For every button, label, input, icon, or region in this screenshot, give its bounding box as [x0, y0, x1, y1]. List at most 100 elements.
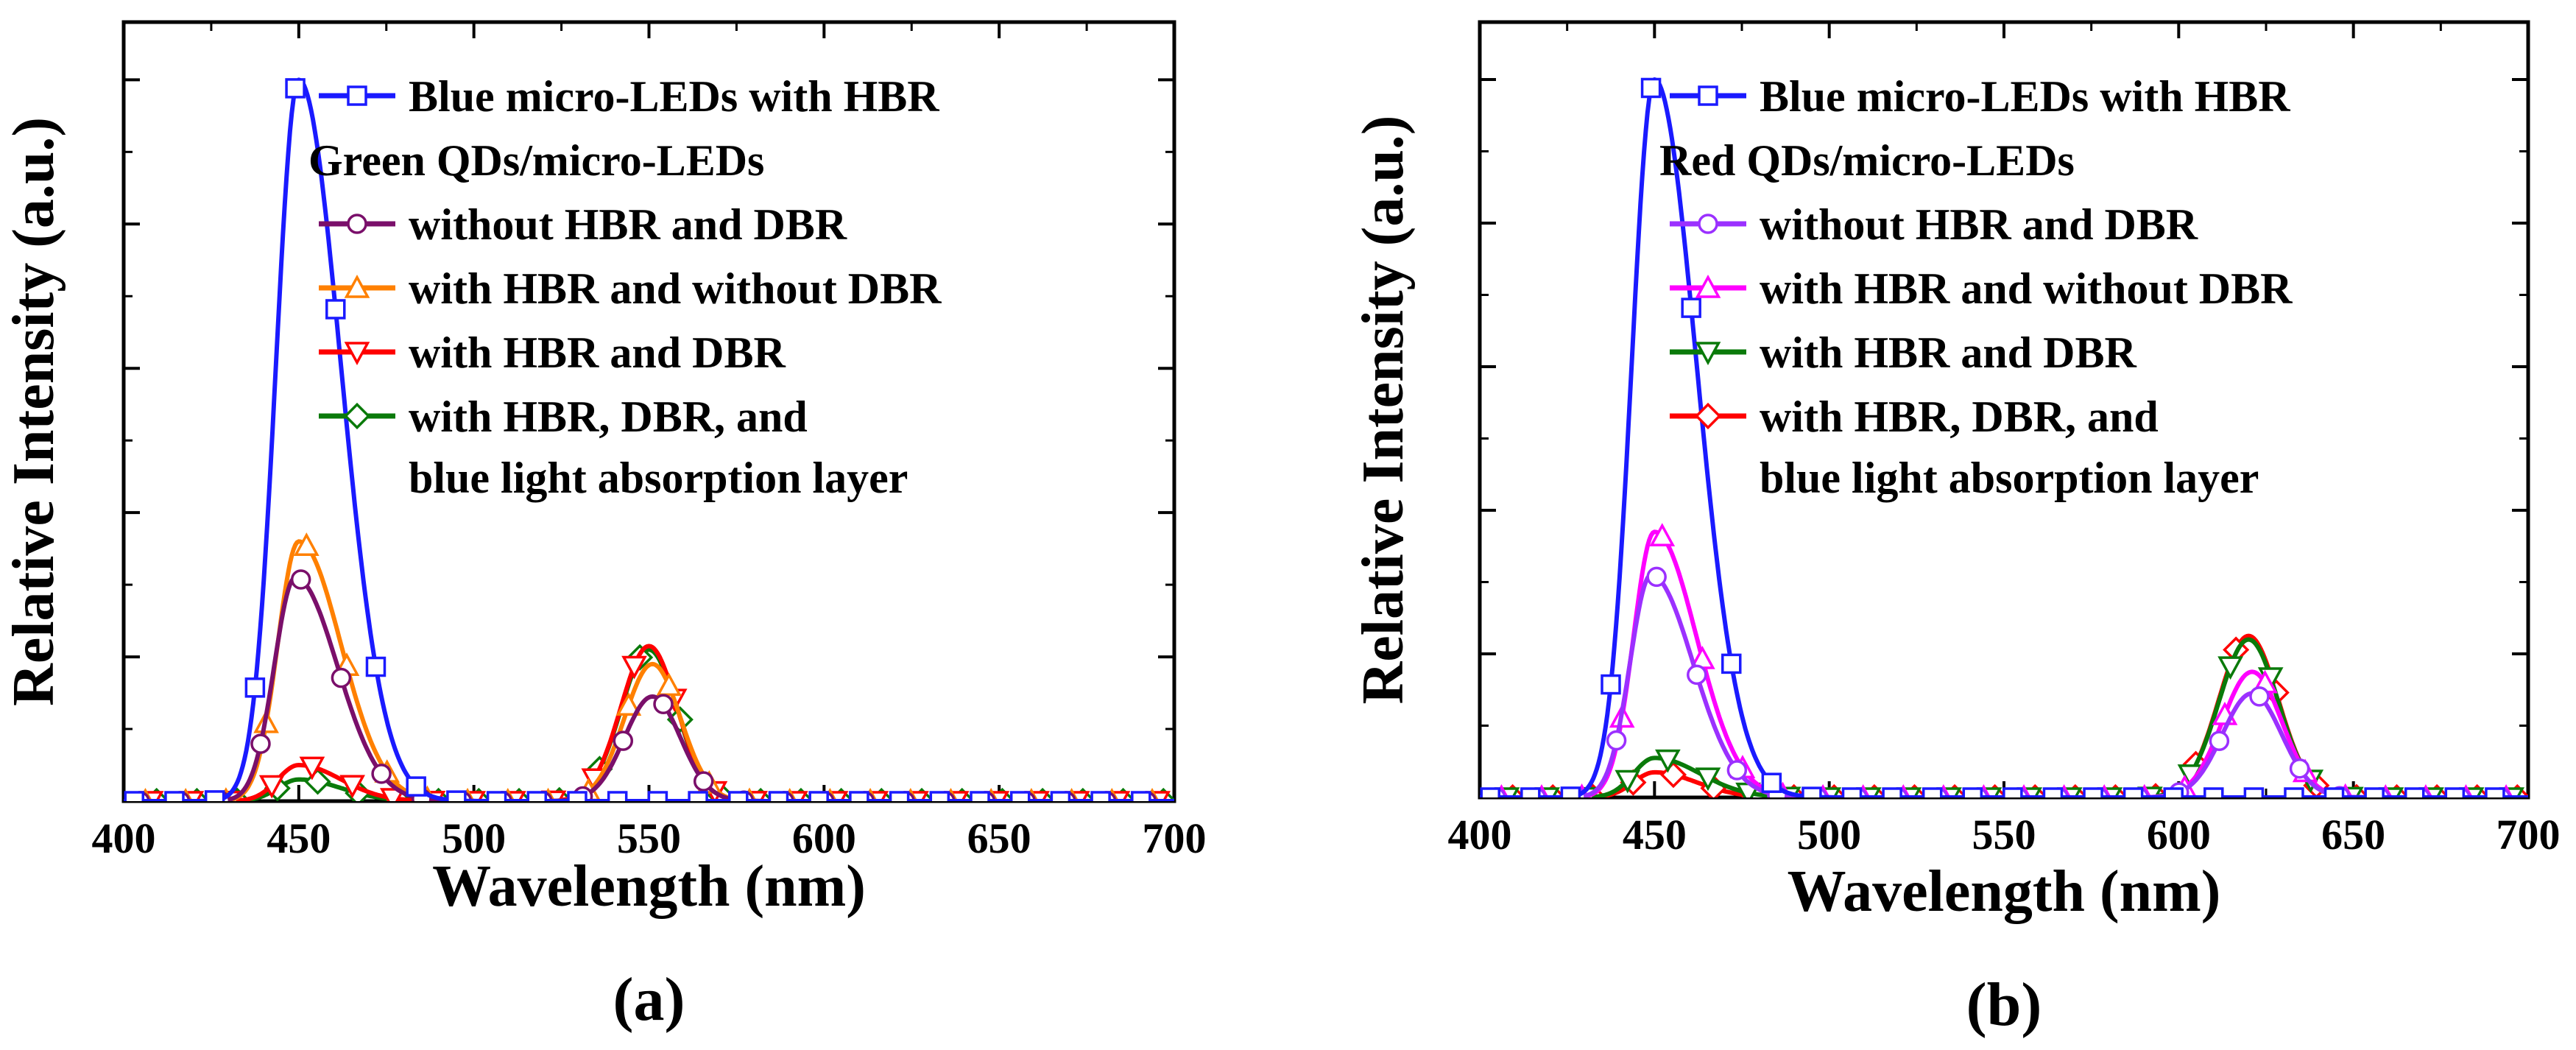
data-point — [2217, 656, 2243, 680]
data-point — [1050, 791, 1071, 801]
x-tick-label: 600 — [792, 814, 856, 862]
data-point — [1649, 523, 1676, 547]
x-tick-label: 550 — [1972, 811, 2036, 859]
data-point — [849, 791, 869, 801]
legend-entry: Blue micro-LEDs with HBR — [319, 72, 939, 121]
series-line — [1480, 572, 2528, 797]
data-point — [1615, 769, 1641, 794]
series-line — [1480, 529, 2528, 797]
data-point — [2002, 787, 2023, 797]
x-tick-label: 600 — [2147, 811, 2211, 859]
series-area — [124, 77, 1174, 801]
legend-marker — [1698, 214, 1718, 234]
data-point — [2404, 787, 2425, 797]
data-point — [1962, 787, 1983, 797]
data-point — [299, 756, 325, 781]
legend-label: without HBR and DBR — [409, 200, 847, 249]
series-2 — [124, 532, 1174, 801]
data-point — [2209, 730, 2230, 752]
data-point — [607, 791, 628, 801]
data-point — [728, 791, 749, 801]
data-point — [768, 791, 789, 801]
series-line — [124, 647, 1174, 801]
data-point — [615, 692, 642, 716]
data-point — [621, 655, 647, 680]
series-line — [124, 539, 1174, 801]
y-axis-title: Relative Intensity (a.u.) — [1351, 116, 1416, 705]
x-tick-label: 450 — [267, 814, 331, 862]
legend-group-heading: Green QDs/micro-LEDs — [308, 136, 764, 185]
data-point — [808, 791, 829, 801]
x-tick-label: 400 — [92, 814, 156, 862]
data-point — [1601, 674, 1621, 695]
legend-label: with HBR, DBR, and — [1760, 392, 2159, 441]
legend-marker — [1695, 342, 1721, 366]
data-point — [1560, 786, 1581, 797]
series-0 — [1480, 77, 2528, 797]
legend: Blue micro-LEDs with HBR Red QDs/micro-LE… — [1659, 72, 2293, 502]
legend-label: with HBR and DBR — [1760, 328, 2136, 377]
data-point — [2249, 686, 2270, 707]
data-point — [446, 790, 467, 801]
legend-marker — [344, 274, 370, 298]
data-point — [688, 791, 708, 801]
x-tick-label: 550 — [617, 814, 681, 862]
legend: Blue micro-LEDs with HBR Green QDs/micro-… — [308, 72, 942, 502]
x-tick-label: 400 — [1448, 811, 1512, 859]
data-point — [406, 776, 426, 797]
data-point — [1695, 767, 1721, 792]
data-point — [1841, 787, 1863, 797]
data-point — [1681, 297, 1701, 318]
x-tick-label: 700 — [2496, 811, 2561, 859]
legend-entry: with HBR and DBR — [319, 328, 786, 377]
series-line — [124, 644, 1174, 801]
data-point — [2444, 787, 2466, 797]
series-2 — [1480, 523, 2528, 797]
data-point — [365, 656, 387, 677]
data-point — [1687, 664, 1707, 686]
data-point — [293, 532, 320, 556]
x-tick-label: 500 — [442, 814, 506, 862]
x-tick-label: 650 — [967, 814, 1031, 862]
data-point — [889, 791, 910, 801]
data-point — [244, 677, 266, 698]
panel-label: (a) — [613, 965, 685, 1034]
series-line — [124, 575, 1174, 801]
y-axis-title: Relative Intensity (a.u.) — [1, 117, 66, 706]
legend-entry: without HBR and DBR — [1670, 200, 2198, 249]
legend-label: with HBR and DBR — [409, 328, 786, 377]
panel-b: 400 450 500 550 600 650 700 Wavelength (nm) Rela… — [1351, 20, 2561, 1039]
legend-marker — [1694, 402, 1722, 430]
legend-marker — [347, 85, 367, 106]
data-point — [2122, 787, 2144, 797]
data-point — [2284, 787, 2304, 797]
data-point — [1131, 791, 1151, 801]
data-point — [1606, 730, 1627, 751]
data-point — [1726, 760, 1748, 781]
legend-label: with HBR and without DBR — [409, 264, 942, 313]
legend-label: Blue micro-LEDs with HBR — [1760, 72, 2290, 121]
data-point — [285, 78, 306, 99]
data-point — [1646, 566, 1667, 588]
data-point — [290, 569, 311, 590]
data-point — [693, 771, 714, 792]
data-point — [124, 791, 145, 801]
data-point — [613, 730, 634, 751]
data-point — [1761, 772, 1782, 793]
data-point — [164, 791, 185, 801]
data-point — [656, 672, 682, 697]
x-tick-label: 450 — [1623, 811, 1687, 859]
data-point — [2289, 758, 2310, 779]
x-tick-label: 650 — [2321, 811, 2385, 859]
data-point — [339, 775, 365, 799]
legend-entry: Blue micro-LEDs with HBR — [1670, 72, 2290, 121]
data-point — [204, 790, 225, 801]
data-point — [1922, 787, 1943, 797]
legend-entry: without HBR and DBR — [319, 200, 847, 249]
data-point — [2163, 787, 2184, 797]
legend-entry: with HBR and without DBR — [1670, 264, 2293, 313]
data-point — [1882, 787, 1902, 797]
legend-entry: with HBR and DBR — [1670, 328, 2136, 377]
data-point — [250, 733, 271, 754]
